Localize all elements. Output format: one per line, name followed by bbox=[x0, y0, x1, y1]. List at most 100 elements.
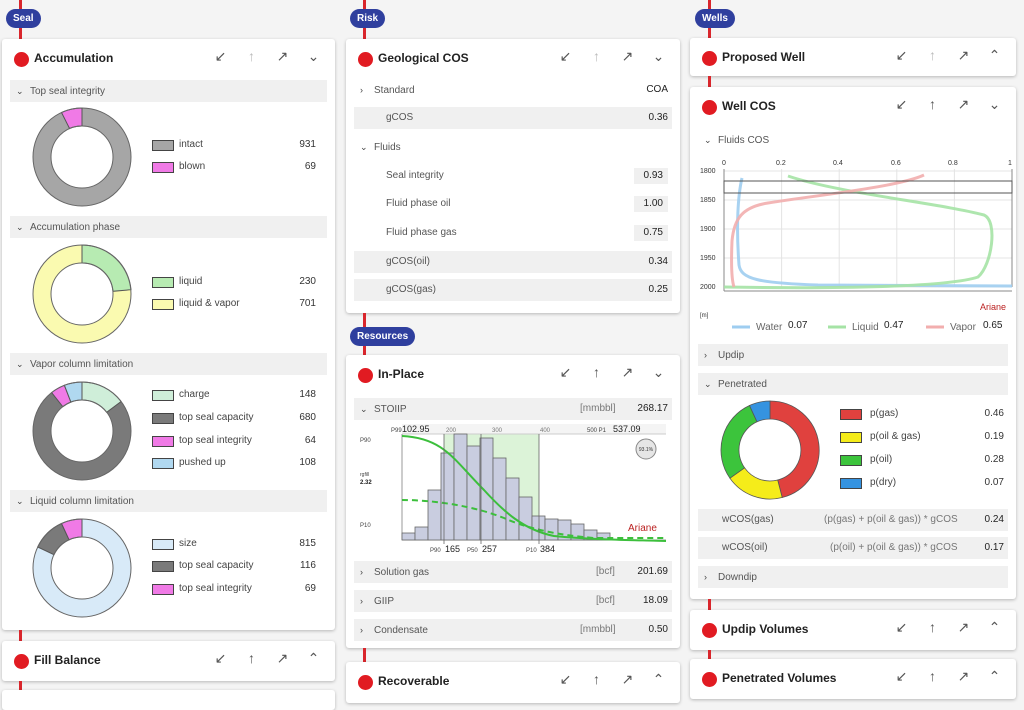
seal-connector-line bbox=[19, 630, 22, 642]
updip-volumes-header[interactable]: Updip Volumes ↙ ↑ ↗ ⌃ bbox=[690, 610, 1016, 650]
collapse-icon[interactable]: ↙ bbox=[895, 47, 908, 63]
legend-value: 148 bbox=[299, 389, 316, 400]
status-dot bbox=[358, 52, 373, 67]
expand-icon[interactable]: ↗ bbox=[621, 364, 634, 380]
x-tick: 0.8 bbox=[948, 160, 958, 167]
move-up-icon[interactable]: ↑ bbox=[248, 48, 255, 64]
updip-label: Updip bbox=[718, 350, 745, 361]
downdip-row[interactable]: › Downdip bbox=[698, 566, 1008, 588]
well-cos-title: Well COS bbox=[722, 99, 776, 113]
proposed-well-header[interactable]: Proposed Well ↙ ↑ ↗ ⌃ bbox=[690, 38, 1016, 76]
move-up-icon[interactable]: ↑ bbox=[929, 619, 936, 635]
penetrated-label: Penetrated bbox=[718, 379, 767, 390]
solution-gas-row[interactable]: › Solution gas [bcf] 201.69 bbox=[354, 561, 672, 583]
p10-bottom-value: 384 bbox=[540, 544, 555, 554]
legend-swatch bbox=[840, 409, 862, 420]
accumulation-header[interactable]: Accumulation ↙ ↑ ↗ ⌄ bbox=[2, 39, 335, 79]
collapse-icon[interactable]: ↙ bbox=[895, 668, 908, 684]
chevron-down-icon: ⌄ bbox=[360, 142, 368, 152]
expand-icon[interactable]: ↗ bbox=[621, 48, 634, 64]
chevron-down-icon[interactable]: ⌄ bbox=[988, 96, 1001, 112]
chevron-up-icon[interactable]: ⌃ bbox=[988, 47, 1001, 63]
recoverable-header[interactable]: Recoverable ↙ ↑ ↗ ⌃ bbox=[346, 662, 680, 702]
expand-icon[interactable]: ↗ bbox=[957, 47, 970, 63]
move-up-icon[interactable]: ↑ bbox=[593, 671, 600, 687]
collapse-icon[interactable]: ↙ bbox=[559, 671, 572, 687]
collapse-icon[interactable]: ↙ bbox=[895, 619, 908, 635]
legend-value: 0.28 bbox=[984, 454, 1004, 465]
row-value[interactable]: 1.00 bbox=[634, 196, 668, 212]
collapse-icon[interactable]: ↙ bbox=[559, 48, 572, 64]
fluids-cos-row[interactable]: ⌄ Fluids COS bbox=[698, 129, 1008, 151]
section-liquid-column-limitation[interactable]: ⌄ Liquid column limitation bbox=[10, 490, 327, 512]
legend-swatch bbox=[840, 455, 862, 466]
donut-liquid-column-limitation bbox=[32, 518, 132, 618]
wells-connector-line bbox=[708, 650, 711, 660]
collapse-icon[interactable]: ↙ bbox=[559, 364, 572, 380]
legend-swatch bbox=[152, 413, 174, 424]
row-label: Fluid phase oil bbox=[386, 198, 451, 209]
move-up-icon[interactable]: ↑ bbox=[929, 668, 936, 684]
expand-icon[interactable]: ↗ bbox=[276, 650, 289, 666]
move-up-icon[interactable]: ↑ bbox=[593, 364, 600, 380]
expand-icon[interactable]: ↗ bbox=[957, 96, 970, 112]
chevron-up-icon[interactable]: ⌃ bbox=[988, 668, 1001, 684]
chevron-down-icon[interactable]: ⌄ bbox=[307, 48, 320, 64]
row-value: 18.09 bbox=[642, 595, 668, 606]
legend-value: 69 bbox=[304, 161, 316, 172]
standard-value: COA bbox=[646, 84, 668, 95]
move-up-icon[interactable]: ↑ bbox=[929, 96, 936, 112]
penetrated-row[interactable]: ⌄ Penetrated bbox=[698, 373, 1008, 395]
geological-cos-header[interactable]: Geological COS ↙ ↑ ↗ ⌄ bbox=[346, 39, 680, 79]
section-vapor-column-limitation[interactable]: ⌄ Vapor column limitation bbox=[10, 353, 327, 375]
fill-balance-header[interactable]: Fill Balance ↙ ↑ ↗ ⌃ bbox=[2, 641, 335, 681]
stoiip-row[interactable]: ⌄ STOIIP [mmbbl] 268.17 bbox=[354, 398, 672, 420]
wcos-oil-value: 0.17 bbox=[984, 542, 1004, 553]
section-accumulation-phase[interactable]: ⌄ Accumulation phase bbox=[10, 216, 327, 238]
chevron-down-icon[interactable]: ⌄ bbox=[652, 364, 665, 380]
gcos-value: 0.36 bbox=[648, 112, 668, 123]
condensate-row[interactable]: › Condensate [mmbbl] 0.50 bbox=[354, 619, 672, 641]
collapse-icon[interactable]: ↙ bbox=[214, 650, 227, 666]
move-up-icon[interactable]: ↑ bbox=[248, 650, 255, 666]
giip-row[interactable]: › GIIP [bcf] 18.09 bbox=[354, 590, 672, 612]
y-tick: 1900 bbox=[700, 226, 716, 233]
expand-icon[interactable]: ↗ bbox=[621, 671, 634, 687]
resources-connector-line bbox=[363, 648, 366, 662]
chevron-up-icon[interactable]: ⌃ bbox=[652, 671, 665, 687]
well-cos-header[interactable]: Well COS ↙ ↑ ↗ ⌄ bbox=[690, 87, 1016, 127]
updip-volumes-card: Updip Volumes ↙ ↑ ↗ ⌃ bbox=[690, 610, 1016, 650]
row-unit: [mmbbl] bbox=[580, 624, 616, 635]
row-value[interactable]: 0.93 bbox=[634, 168, 668, 184]
move-up-icon[interactable]: ↑ bbox=[929, 47, 936, 63]
row-value[interactable]: 0.75 bbox=[634, 225, 668, 241]
collapse-icon[interactable]: ↙ bbox=[895, 96, 908, 112]
legend-value: 0.07 bbox=[788, 320, 808, 331]
section-top-seal-integrity[interactable]: ⌄ Top seal integrity bbox=[10, 80, 327, 102]
recoverable-card: Recoverable ↙ ↑ ↗ ⌃ bbox=[346, 662, 680, 703]
legend-value: 0.47 bbox=[884, 320, 904, 331]
in-place-header[interactable]: In-Place ↙ ↑ ↗ ⌄ bbox=[346, 355, 680, 395]
chevron-up-icon[interactable]: ⌃ bbox=[307, 650, 320, 666]
legend-label: top seal capacity bbox=[179, 412, 254, 423]
expand-icon[interactable]: ↗ bbox=[957, 619, 970, 635]
geological-cos-card: Geological COS ↙ ↑ ↗ ⌄ › Standard COA gCOS… bbox=[346, 39, 680, 313]
expand-icon[interactable]: ↗ bbox=[957, 668, 970, 684]
y-tick: 1800 bbox=[700, 168, 716, 175]
chevron-down-icon: ⌄ bbox=[16, 86, 24, 96]
move-up-icon[interactable]: ↑ bbox=[593, 48, 600, 64]
chevron-up-icon[interactable]: ⌃ bbox=[988, 619, 1001, 635]
expand-icon[interactable]: ↗ bbox=[276, 48, 289, 64]
legend-swatch bbox=[152, 140, 174, 151]
row-label: Solution gas bbox=[374, 567, 430, 578]
penetrated-volumes-header[interactable]: Penetrated Volumes ↙ ↑ ↗ ⌃ bbox=[690, 659, 1016, 699]
collapse-icon[interactable]: ↙ bbox=[214, 48, 227, 64]
chevron-down-icon: ⌄ bbox=[16, 222, 24, 232]
chart-watermark: Ariane bbox=[980, 302, 1006, 312]
status-dot bbox=[14, 52, 29, 67]
updip-row[interactable]: › Updip bbox=[698, 344, 1008, 366]
chevron-down-icon[interactable]: ⌄ bbox=[652, 48, 665, 64]
standard-row[interactable]: › Standard COA bbox=[354, 79, 672, 101]
wcos-gas-row: wCOS(gas) (p(gas) + p(oil & gas)) * gCOS 0… bbox=[698, 509, 1008, 531]
fluids-row[interactable]: ⌄ Fluids bbox=[354, 136, 672, 158]
